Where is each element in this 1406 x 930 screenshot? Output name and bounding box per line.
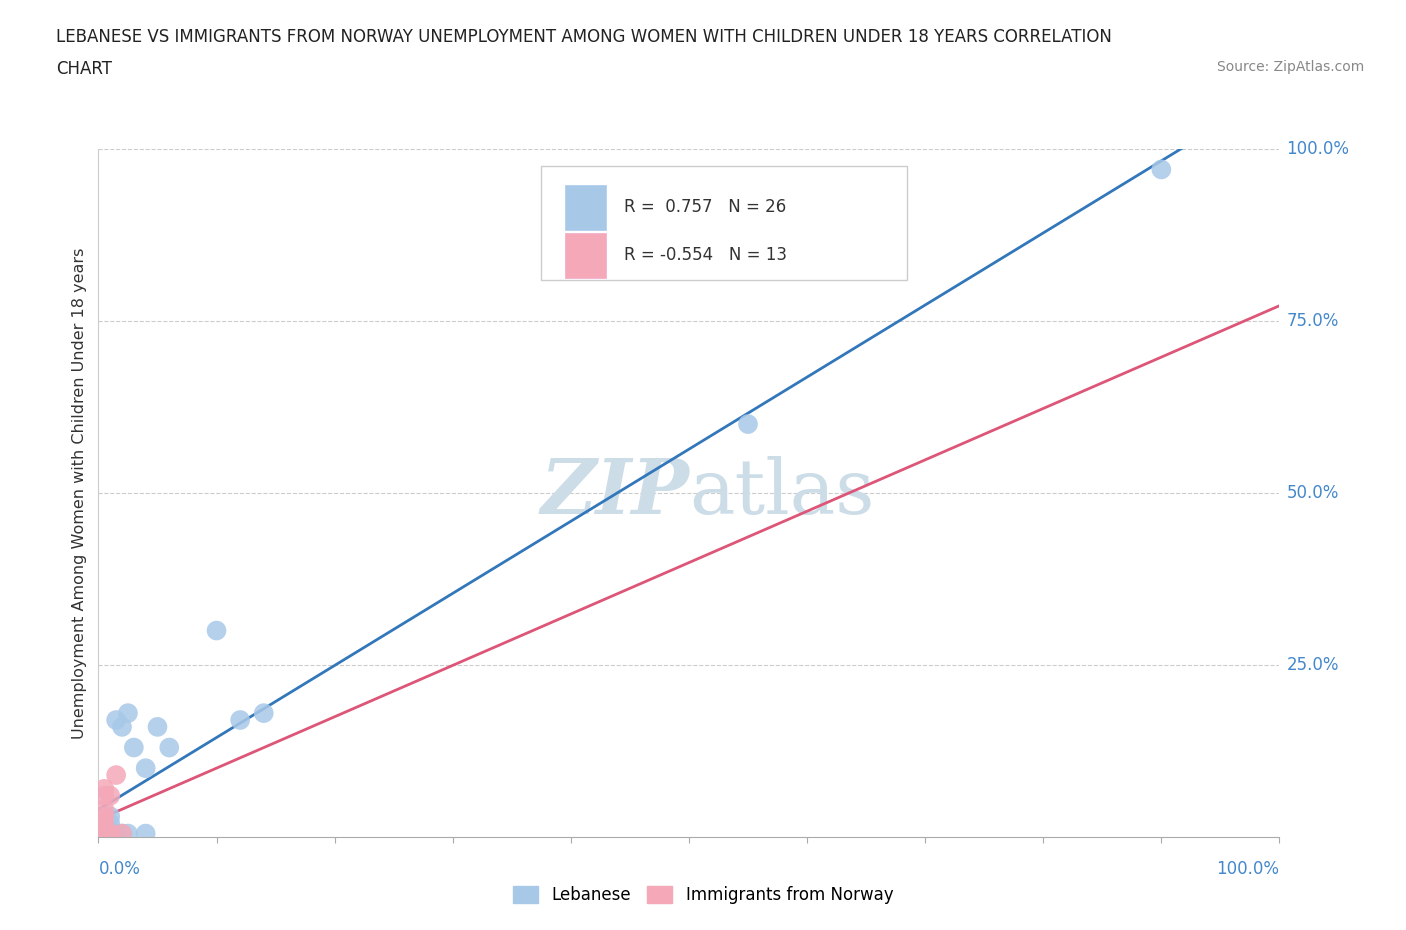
Point — [111, 826, 134, 841]
Point — [253, 706, 276, 721]
Bar — [565, 233, 606, 278]
Text: R =  0.757   N = 26: R = 0.757 N = 26 — [624, 198, 786, 217]
Point — [93, 826, 115, 841]
Point — [105, 712, 128, 727]
Bar — [565, 185, 606, 230]
Text: R = -0.554   N = 13: R = -0.554 N = 13 — [624, 246, 787, 264]
Point — [98, 816, 121, 830]
Point — [111, 826, 134, 841]
Point — [1150, 162, 1173, 177]
Text: 50.0%: 50.0% — [1286, 484, 1339, 502]
Point — [93, 826, 115, 841]
Text: Source: ZipAtlas.com: Source: ZipAtlas.com — [1216, 60, 1364, 74]
Point — [93, 816, 115, 830]
Point — [98, 823, 121, 838]
Point — [93, 823, 115, 838]
Point — [135, 826, 157, 841]
Legend: Lebanese, Immigrants from Norway: Lebanese, Immigrants from Norway — [505, 878, 901, 912]
Text: 0.0%: 0.0% — [98, 860, 141, 878]
Point — [105, 767, 128, 782]
Point — [98, 826, 121, 841]
Point — [157, 740, 180, 755]
Point — [122, 740, 145, 755]
Point — [93, 826, 115, 841]
Point — [117, 826, 139, 841]
Point — [105, 826, 128, 841]
Point — [98, 809, 121, 824]
Point — [93, 781, 115, 796]
Text: atlas: atlas — [689, 456, 875, 530]
Text: CHART: CHART — [56, 60, 112, 78]
Text: 75.0%: 75.0% — [1286, 312, 1339, 330]
Point — [135, 761, 157, 776]
Text: LEBANESE VS IMMIGRANTS FROM NORWAY UNEMPLOYMENT AMONG WOMEN WITH CHILDREN UNDER : LEBANESE VS IMMIGRANTS FROM NORWAY UNEMP… — [56, 28, 1112, 46]
Point — [93, 826, 115, 841]
Point — [737, 417, 759, 432]
Point — [93, 826, 115, 841]
Point — [205, 623, 228, 638]
Point — [98, 826, 121, 841]
Point — [93, 809, 115, 824]
FancyBboxPatch shape — [541, 166, 907, 280]
Y-axis label: Unemployment Among Women with Children Under 18 years: Unemployment Among Women with Children U… — [72, 247, 87, 738]
Text: 100.0%: 100.0% — [1216, 860, 1279, 878]
Point — [98, 789, 121, 804]
Point — [93, 802, 115, 817]
Text: ZIP: ZIP — [540, 456, 689, 530]
Text: 25.0%: 25.0% — [1286, 656, 1339, 674]
Point — [98, 826, 121, 841]
Point — [93, 826, 115, 841]
Point — [146, 720, 169, 735]
Point — [93, 826, 115, 841]
Point — [229, 712, 252, 727]
Point — [111, 720, 134, 735]
Point — [93, 789, 115, 804]
Text: 100.0%: 100.0% — [1286, 140, 1350, 158]
Point — [93, 826, 115, 841]
Point — [117, 706, 139, 721]
